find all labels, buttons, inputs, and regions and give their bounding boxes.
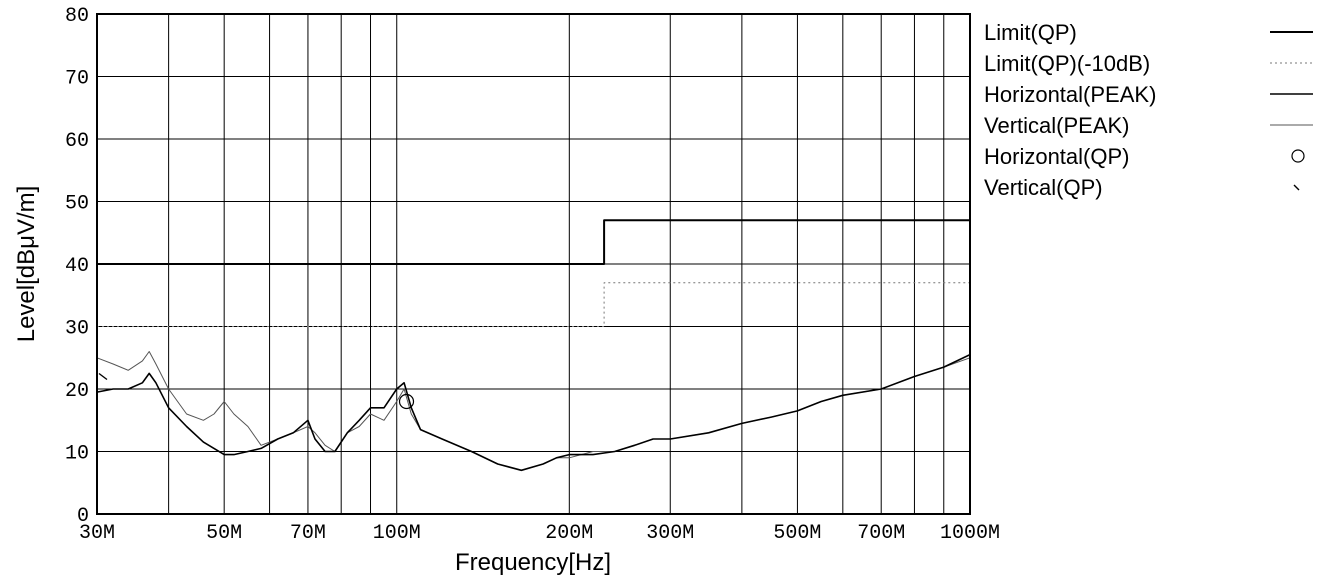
x-axis-label: Frequency[Hz] [455, 549, 611, 576]
marker-horizontal-qp [398, 393, 415, 410]
legend-label-limit-qp: Limit(QP) [984, 20, 1077, 45]
y-tick-label: 50 [65, 193, 89, 216]
x-tick-label: 70M [290, 522, 326, 545]
plot-frame [96, 13, 971, 515]
legend-label-limit-qp-10db: Limit(QP)(-10dB) [984, 51, 1150, 76]
series-group [96, 219, 971, 472]
y-tick-label: 0 [77, 505, 89, 528]
legend-swatch-vertical-qp [1293, 184, 1300, 191]
y-tick-label: 30 [65, 318, 89, 341]
legend-label-horizontal-peak: Horizontal(PEAK) [984, 82, 1156, 107]
legend: Limit(QP) Limit(QP)(-10dB) Horizontal(PEAK… [984, 20, 1313, 200]
y-tick-labels: 0 10 20 30 40 50 60 70 80 [65, 5, 89, 528]
x-tick-label: 300M [646, 522, 694, 545]
y-tick-label: 40 [65, 255, 89, 278]
y-tick-label: 10 [65, 443, 89, 466]
y-tick-label: 70 [65, 68, 89, 91]
legend-label-vertical-peak: Vertical(PEAK) [984, 113, 1130, 138]
y-axis-label: Level[dBμV/m] [13, 186, 40, 343]
legend-label-vertical-qp: Vertical(QP) [984, 175, 1103, 200]
y-tick-label: 20 [65, 380, 89, 403]
marker-vertical-qp [98, 372, 108, 381]
y-tick-label: 80 [65, 5, 89, 28]
x-tick-label: 1000M [940, 522, 1000, 545]
series-limit-qp [97, 219, 970, 265]
legend-swatch-horizontal-qp [1291, 149, 1305, 163]
x-tick-label: 100M [373, 522, 421, 545]
x-tick-label: 30M [79, 522, 115, 545]
x-tick-label: 500M [773, 522, 821, 545]
x-tick-label: 50M [206, 522, 242, 545]
series-horizontal-peak [96, 353, 971, 472]
x-tick-labels: 30M 50M 70M 100M 200M 300M 500M 700M 1000M [79, 522, 1000, 545]
x-tick-label: 200M [545, 522, 593, 545]
x-tick-label: 700M [857, 522, 905, 545]
y-tick-label: 60 [65, 130, 89, 153]
legend-label-horizontal-qp: Horizontal(QP) [984, 144, 1129, 169]
